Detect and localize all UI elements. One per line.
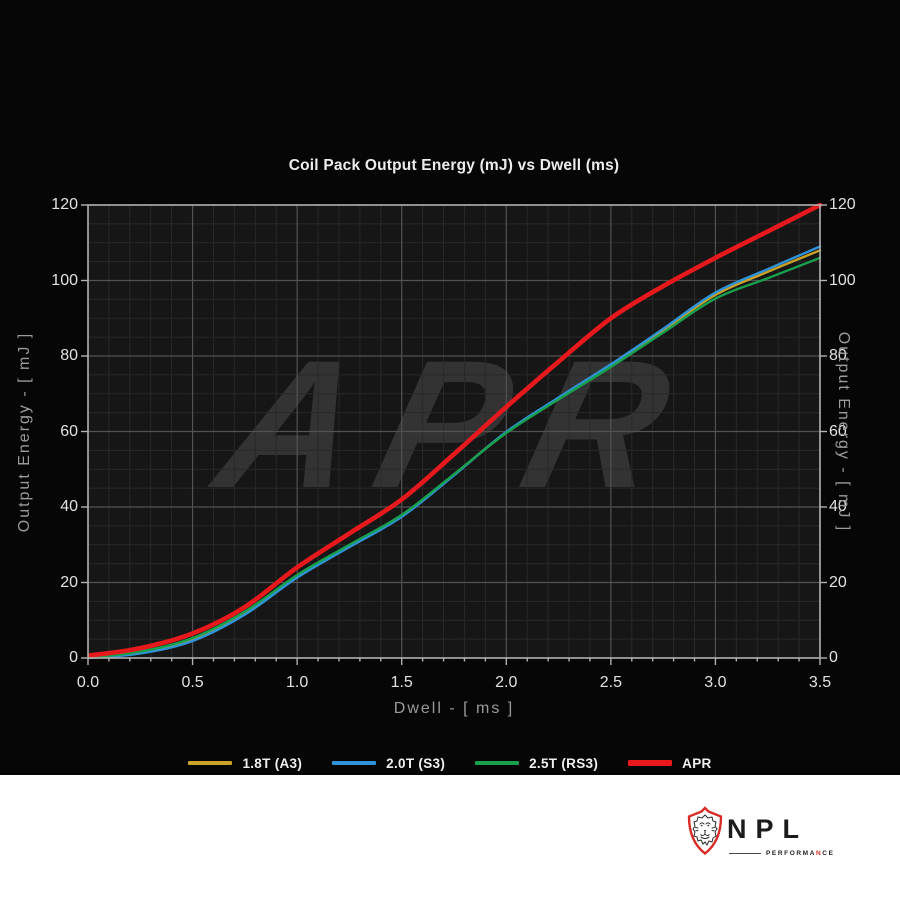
legend-item-0: 1.8T (A3): [188, 756, 302, 771]
brand-subtitle-pre: PERFORMA: [766, 850, 816, 857]
y-tick-label-left: 80: [60, 347, 78, 364]
major-gridlines: [88, 205, 820, 658]
y-tick-label-left: 100: [51, 271, 78, 289]
legend-swatch-2: [475, 761, 520, 765]
legend-swatch-0: [188, 761, 233, 765]
legend-swatch-3: [628, 760, 673, 766]
y-tick-label-right: 100: [829, 271, 856, 289]
brand-name: NPL: [727, 814, 808, 844]
legend-item-1: 2.0T (S3): [332, 756, 445, 771]
series-line-2: [88, 256, 822, 660]
series-group: [88, 202, 823, 660]
x-tick-label: 3.5: [808, 674, 832, 691]
y-tick-label-left: 0: [69, 649, 78, 666]
x-tick-label: 1.0: [286, 674, 309, 691]
legend: 1.8T (A3) 2.0T (S3) 2.5T (RS3) APR: [0, 752, 900, 774]
legend-item-3: APR: [628, 756, 711, 771]
x-tick-label: 3.0: [704, 674, 727, 691]
lion-shield-icon: [687, 806, 723, 856]
legend-label-3: APR: [682, 755, 712, 771]
y-axis-title-right: Output Energy - [ mJ ]: [835, 331, 852, 533]
npl-performance-logo: NPL PERFORMANCE: [683, 800, 853, 872]
y-tick-label-left: 40: [60, 498, 78, 515]
series-line-3: [88, 202, 823, 659]
legend-swatch-1: [332, 761, 377, 765]
chart-title: Coil Pack Output Energy (mJ) vs Dwell (m…: [288, 157, 620, 174]
brand-subtitle: PERFORMANCE: [729, 850, 835, 857]
y-tick-label-right: 120: [829, 196, 856, 213]
y-tick-label-right: 60: [829, 422, 847, 440]
y-tick-label-right: 0: [829, 649, 838, 666]
brand-divider-line: [729, 853, 761, 854]
legend-label-1: 2.0T (S3): [386, 755, 446, 771]
tick-marks: [81, 204, 827, 665]
x-tick-label: 2.0: [495, 674, 518, 691]
y-tick-label-right: 80: [829, 347, 847, 364]
y-tick-label-left: 20: [60, 573, 78, 591]
legend-label-2: 2.5T (RS3): [529, 755, 599, 771]
x-tick-label: 0.0: [76, 674, 100, 691]
y-tick-label-left: 120: [51, 196, 78, 213]
y-tick-label-right: 40: [829, 498, 847, 515]
x-axis-title: Dwell - [ ms ]: [393, 700, 515, 717]
legend-label-0: 1.8T (A3): [242, 755, 303, 771]
brand-subtitle-post: CE: [822, 850, 835, 857]
legend-item-2: 2.5T (RS3): [475, 756, 598, 771]
x-tick-label: 2.5: [599, 674, 622, 691]
y-tick-label-right: 20: [829, 573, 847, 591]
x-tick-label: 1.5: [390, 674, 413, 691]
apr-watermark: APR: [197, 324, 714, 527]
y-tick-label-left: 60: [60, 422, 78, 440]
brand-subtitle-accent: N: [816, 850, 823, 857]
x-tick-label: 0.5: [181, 674, 204, 691]
y-axis-title-left: Output Energy - [ mJ ]: [16, 331, 33, 533]
